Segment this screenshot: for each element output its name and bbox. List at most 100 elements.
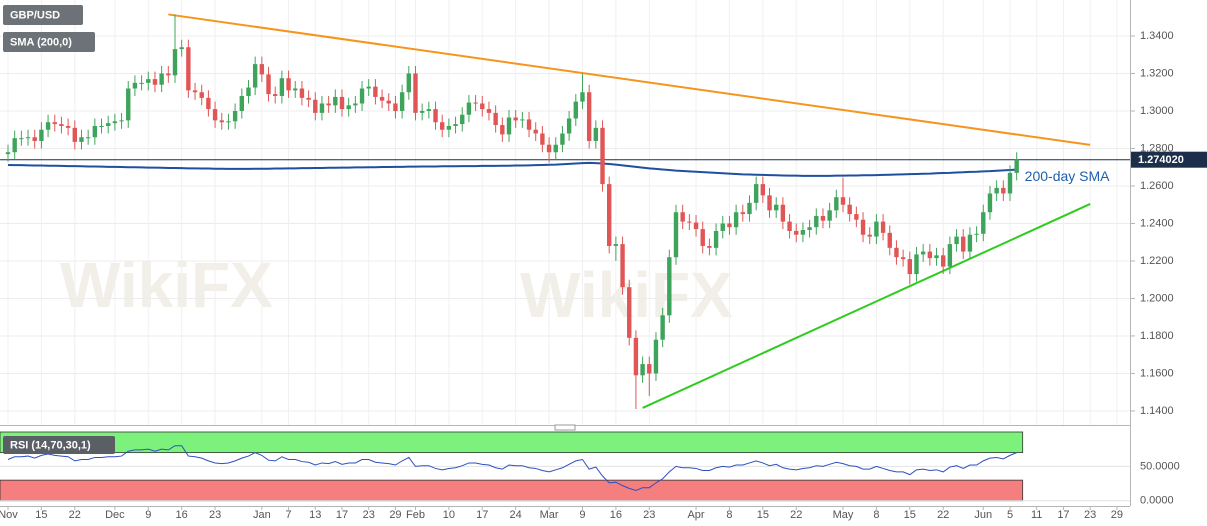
x-tick-label: Nov — [0, 509, 18, 521]
candle-body — [620, 244, 625, 288]
candle-body — [313, 99, 318, 113]
candle-body — [39, 129, 44, 141]
annotation: 200-day SMA — [1025, 168, 1110, 184]
candle-body — [1007, 172, 1013, 194]
candle-body — [687, 221, 692, 223]
oversold-zone — [0, 479, 1024, 502]
candle-body — [126, 88, 131, 121]
candle-body — [967, 234, 973, 252]
candle-body — [740, 212, 745, 215]
candle-body — [212, 109, 218, 121]
candle-body — [1001, 187, 1006, 194]
candle-body — [279, 78, 285, 96]
candle-body — [660, 315, 665, 340]
candle-body — [914, 254, 919, 275]
candle-body — [286, 78, 291, 91]
candle-body — [359, 88, 365, 104]
candle-body — [366, 86, 371, 89]
candle-body — [159, 73, 164, 85]
candle-body — [32, 137, 37, 141]
y-tick-label: 1.1400 — [1140, 405, 1174, 417]
candle-body — [299, 88, 305, 98]
x-tick-label: 22 — [69, 509, 81, 521]
candle-body — [179, 47, 184, 50]
candle-body — [680, 212, 685, 222]
candle-body — [306, 97, 311, 100]
candle-body — [85, 137, 91, 139]
candle-body — [974, 233, 979, 235]
candle-body — [640, 364, 645, 376]
candle-body — [146, 79, 151, 83]
x-tick-label: 10 — [443, 509, 455, 521]
candle-body — [667, 257, 672, 316]
candle-body — [419, 110, 425, 113]
candle-body — [880, 221, 886, 233]
watermark: WikiFX — [60, 249, 273, 321]
candle-body — [633, 337, 639, 376]
x-tick-label: Dec — [105, 509, 125, 521]
candle-body — [79, 137, 84, 142]
candle-body — [326, 103, 331, 106]
candle-body — [259, 64, 265, 75]
candle-body — [92, 125, 98, 138]
x-tick-label: 22 — [790, 509, 802, 521]
candle-body — [727, 223, 732, 228]
candle-body — [800, 230, 806, 235]
candle-body — [192, 90, 198, 93]
candle-body — [533, 129, 538, 134]
candle-body — [747, 202, 752, 215]
candle-body — [493, 112, 498, 126]
candle-body — [566, 118, 572, 134]
candle-body — [152, 79, 158, 85]
y-tick-label: 1.2800 — [1140, 142, 1174, 154]
candle-body — [807, 227, 812, 231]
candle-body — [794, 230, 799, 235]
y-tick-label: 1.2400 — [1140, 217, 1174, 229]
candle-body — [399, 92, 405, 111]
candle-body — [172, 49, 178, 76]
candle-body — [580, 92, 585, 102]
x-tick-label: 23 — [209, 509, 221, 521]
x-tick-label: 23 — [1084, 509, 1096, 521]
x-tick-label: 15 — [757, 509, 769, 521]
x-tick-label: 13 — [309, 509, 321, 521]
sma-label: SMA (200,0) — [10, 36, 72, 48]
x-tick-label: 15 — [35, 509, 47, 521]
candle-body — [900, 257, 906, 260]
candle-body — [273, 94, 278, 96]
x-tick-label: Jan — [253, 509, 271, 521]
trendline — [642, 203, 1091, 409]
candle-body — [920, 251, 926, 255]
watermark: WikiFX — [520, 259, 733, 331]
candle-body — [860, 219, 866, 235]
candle-body — [65, 125, 71, 128]
candle-body — [814, 215, 819, 228]
candle-body — [45, 122, 51, 130]
candle-body — [373, 86, 378, 97]
y-tick-label: 1.1600 — [1140, 367, 1174, 379]
candle-body — [246, 87, 251, 96]
candle-body — [840, 197, 846, 205]
candle-body — [600, 127, 605, 185]
candle-body — [446, 125, 452, 130]
candle-body — [767, 195, 772, 211]
candle-body — [52, 122, 57, 125]
x-tick-label: 23 — [363, 509, 375, 521]
candle-body — [112, 121, 118, 124]
rsi-panel: 0.0000 50.0000 — [0, 431, 1180, 507]
candle-body — [106, 123, 111, 126]
x-tick-label: 29 — [389, 509, 401, 521]
candle-body — [780, 204, 786, 222]
x-tick-label: Jun — [974, 509, 992, 521]
y-tick-label: 1.3000 — [1140, 105, 1174, 117]
candle-body — [613, 244, 619, 246]
rsi-tick-label: 0.0000 — [1140, 495, 1174, 507]
x-tick-label: May — [833, 509, 854, 521]
candle-body — [707, 245, 712, 248]
candle-body — [466, 102, 472, 115]
candle-body — [72, 127, 77, 142]
rsi-box — [3, 436, 115, 454]
candle-body — [333, 96, 338, 106]
y-tick-label: 1.2200 — [1140, 255, 1174, 267]
